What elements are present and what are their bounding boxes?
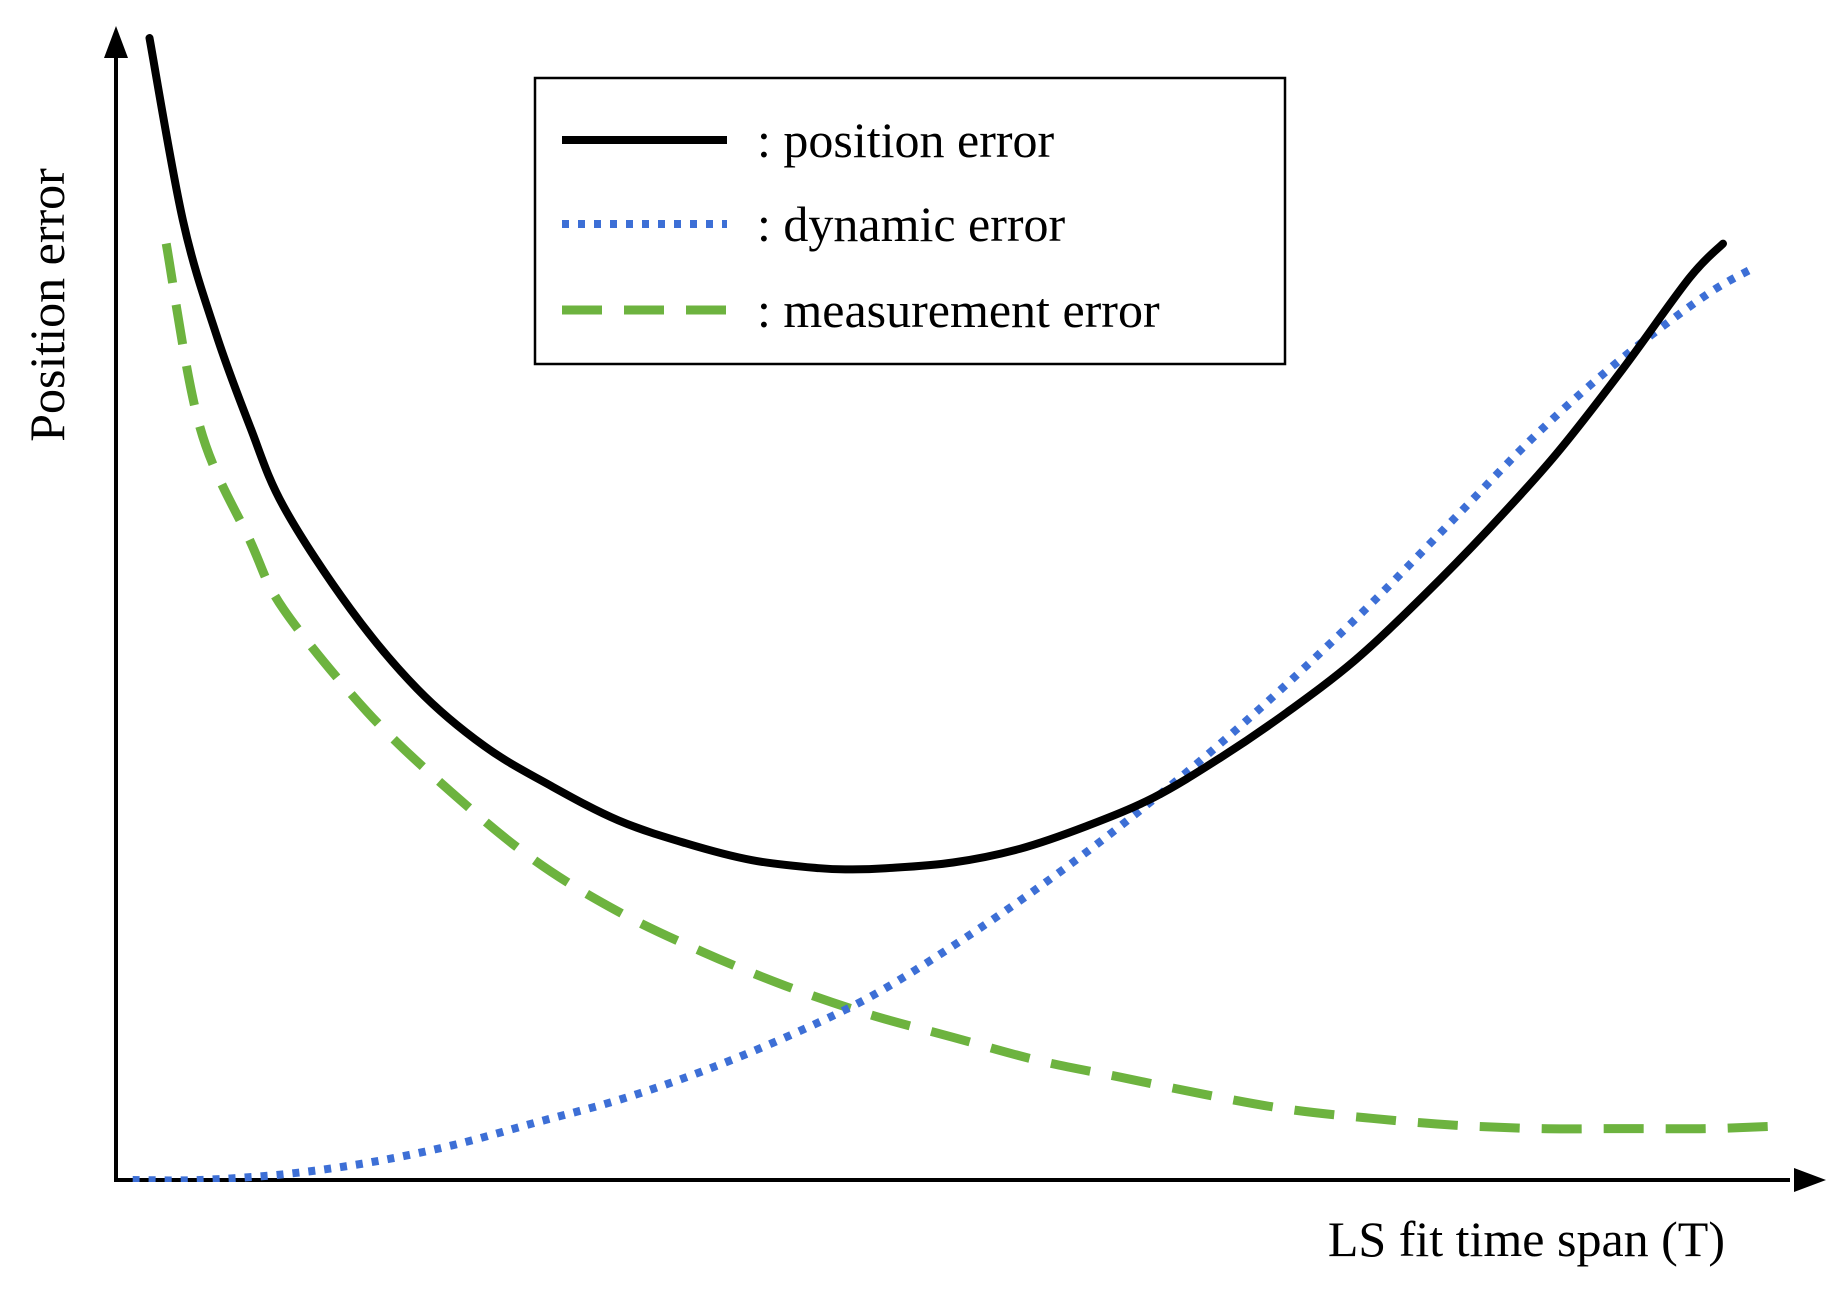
- series-line-position-error: [145, 34, 1727, 874]
- series-layer: [132, 34, 1774, 1182]
- legend-label-dynamic-error: : dynamic error: [757, 196, 1066, 252]
- legend-label-measurement-error: : measurement error: [757, 282, 1160, 338]
- series-line-dynamic-error: [132, 262, 1759, 1182]
- x-axis-title: LS fit time span (T): [1328, 1211, 1725, 1267]
- x-axis-arrowhead: [1794, 1168, 1826, 1192]
- y-axis-title: Position error: [19, 168, 75, 442]
- legend: : position error : dynamic error : measu…: [533, 76, 1287, 366]
- legend-label-position-error: : position error: [757, 112, 1055, 168]
- series-line-measurement-error: [161, 242, 1774, 1134]
- y-axis-arrowhead: [104, 26, 128, 58]
